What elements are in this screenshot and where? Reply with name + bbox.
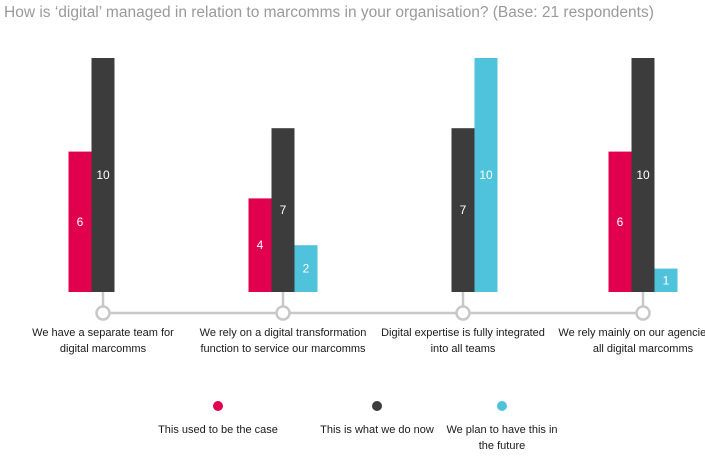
bar xyxy=(608,151,632,292)
timeline-node xyxy=(455,305,471,321)
data-label: 1 xyxy=(663,273,670,287)
data-label: 4 xyxy=(257,238,264,252)
bar xyxy=(271,128,295,292)
data-label: 2 xyxy=(303,262,310,276)
data-label: 7 xyxy=(280,203,287,217)
data-label: 6 xyxy=(77,215,84,229)
category-label: Digital expertise is fully integrated in… xyxy=(381,327,545,355)
category-label: We rely on a digital transformation func… xyxy=(199,327,367,355)
legend-marker xyxy=(213,401,223,411)
legend-label: This is what we do now xyxy=(320,424,434,436)
data-label: 10 xyxy=(479,168,493,182)
bar xyxy=(91,58,115,292)
bar xyxy=(474,58,498,292)
bar xyxy=(68,151,92,292)
bar xyxy=(451,128,475,292)
category-label: We have a separate team for digital marc… xyxy=(32,327,174,355)
legend-label: This used to be the case xyxy=(158,424,278,436)
legend-marker xyxy=(372,401,382,411)
legend-label: We plan to have this in the future xyxy=(446,424,558,452)
timeline-node xyxy=(635,305,651,321)
data-label: 6 xyxy=(617,215,624,229)
timeline-node xyxy=(275,305,291,321)
category-label: We rely mainly on our agencies for all d… xyxy=(558,327,705,355)
bar xyxy=(631,58,655,292)
chart-title: How is ‘digital’ managed in relation to … xyxy=(4,4,654,21)
bar xyxy=(248,198,272,292)
data-label: 10 xyxy=(636,168,650,182)
bar xyxy=(294,245,318,292)
legend-marker xyxy=(497,401,507,411)
data-label: 10 xyxy=(96,168,110,182)
data-label: 7 xyxy=(460,203,467,217)
bar xyxy=(654,268,678,292)
timeline-node xyxy=(95,305,111,321)
